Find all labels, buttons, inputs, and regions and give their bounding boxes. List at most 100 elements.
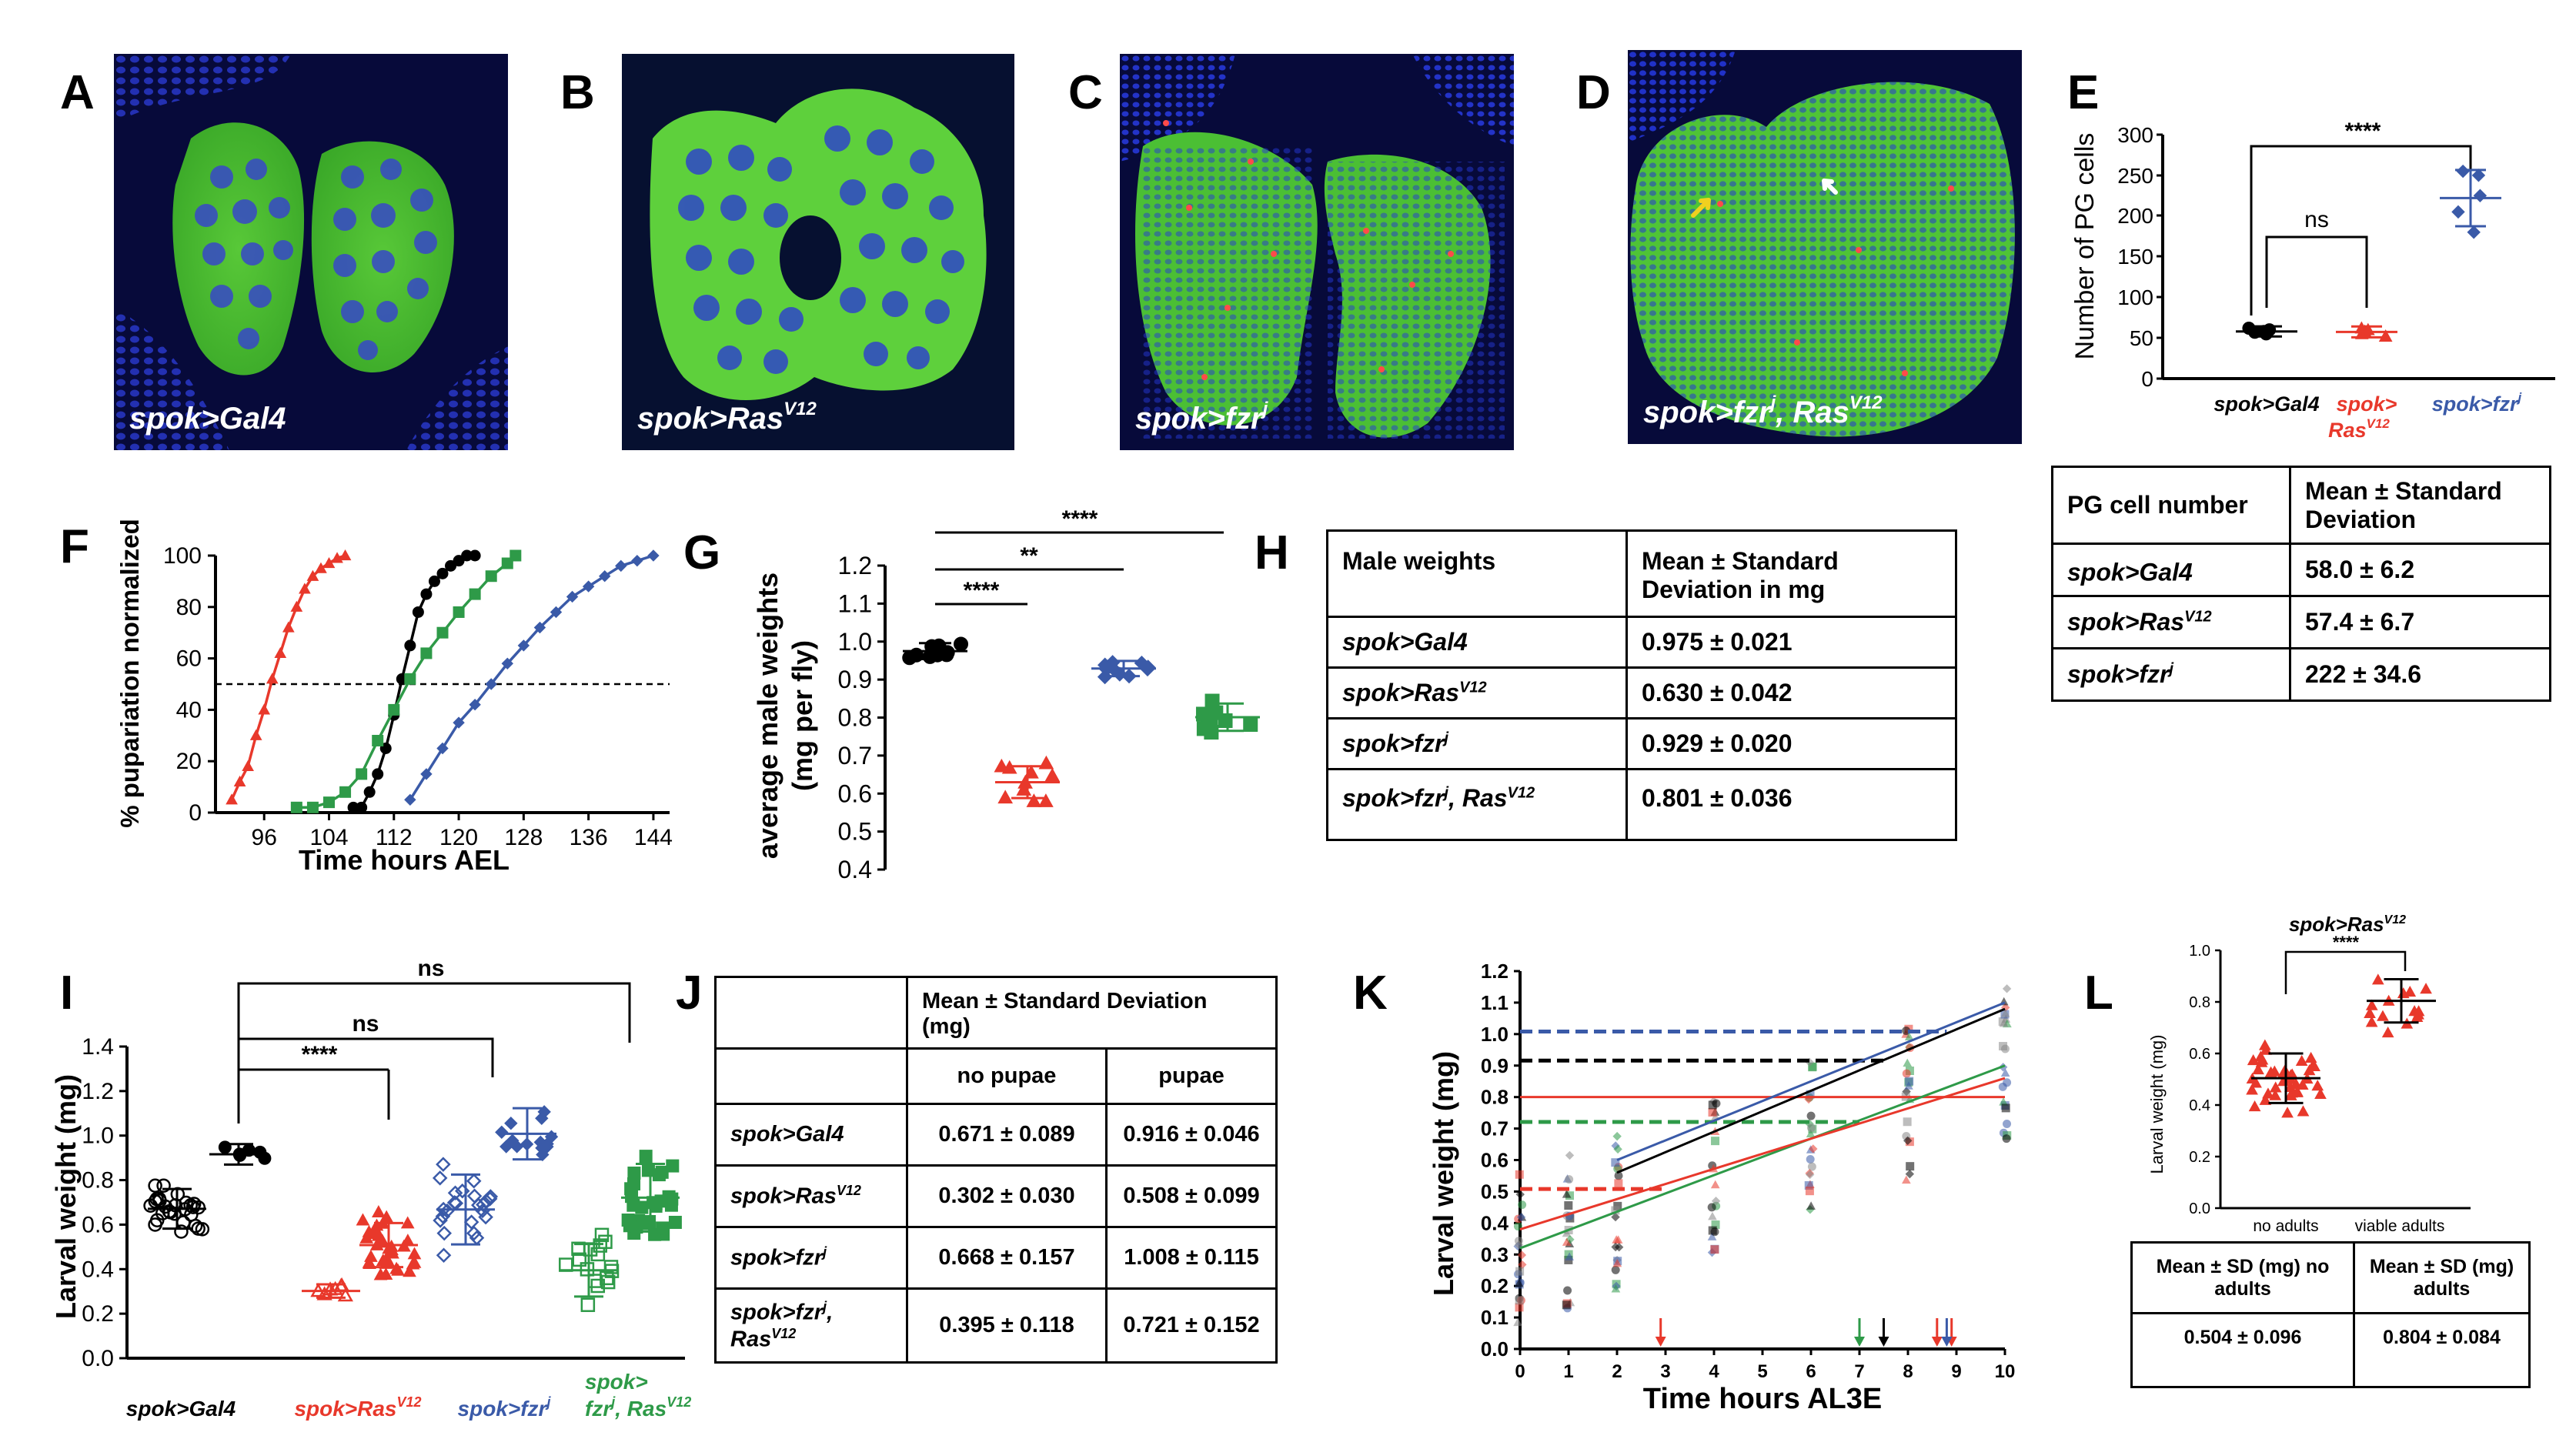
chart-k-xtick: 4 bbox=[1709, 1361, 1719, 1382]
panel-label-b: B bbox=[560, 66, 595, 119]
chart-e-ylabel: Number of PG cells bbox=[2070, 133, 2100, 360]
data-point bbox=[1805, 1187, 1814, 1196]
table-j: Mean ± Standard Deviation (mg) no pupae … bbox=[714, 976, 1278, 1364]
data-point bbox=[299, 583, 311, 594]
data-point bbox=[339, 786, 352, 798]
chart-l-ytick: 1.0 bbox=[2189, 943, 2210, 960]
data-point bbox=[997, 790, 1014, 804]
data-point bbox=[1903, 1058, 1913, 1067]
data-point bbox=[2371, 973, 2384, 985]
data-point bbox=[1565, 1252, 1574, 1260]
data-point bbox=[2471, 169, 2486, 182]
data-point bbox=[372, 1205, 386, 1217]
table-j-row-label: spok>fzrj, RasV12 bbox=[714, 1287, 908, 1364]
data-point bbox=[401, 1234, 415, 1247]
data-point bbox=[615, 559, 627, 573]
chart-l-ytick: 0.0 bbox=[2189, 1200, 2210, 1217]
data-point bbox=[566, 590, 579, 603]
data-point bbox=[1614, 1179, 1623, 1188]
data-point bbox=[195, 1222, 210, 1237]
data-point bbox=[2260, 1043, 2272, 1055]
panel-label-j: J bbox=[676, 967, 703, 1020]
chart-f-ytick: 20 bbox=[176, 749, 202, 774]
data-point bbox=[1044, 767, 1061, 782]
data-point bbox=[2404, 985, 2417, 997]
chart-e-category: RasV12 bbox=[2328, 416, 2390, 442]
data-point bbox=[356, 801, 368, 813]
data-point bbox=[594, 1227, 610, 1243]
data-point bbox=[1904, 1032, 1914, 1041]
chart-k-ytick: 1.1 bbox=[1481, 991, 1509, 1014]
data-point bbox=[1710, 1227, 1719, 1237]
significance-stars: **** bbox=[302, 1042, 338, 1067]
data-point bbox=[582, 580, 595, 593]
data-point bbox=[1806, 1123, 1816, 1133]
micrograph-a-caption: spok>Gal4 bbox=[129, 402, 286, 436]
data-point bbox=[559, 1257, 573, 1272]
data-point bbox=[376, 1254, 390, 1266]
data-point bbox=[1518, 1200, 1527, 1210]
data-point bbox=[1903, 1136, 1913, 1146]
data-point bbox=[226, 793, 238, 805]
data-point bbox=[482, 1191, 498, 1207]
data-point bbox=[466, 1173, 482, 1189]
data-point bbox=[666, 1159, 680, 1173]
data-point bbox=[485, 678, 497, 690]
data-point bbox=[495, 1125, 509, 1140]
data-point bbox=[436, 1201, 451, 1217]
data-point bbox=[463, 1214, 479, 1230]
data-point bbox=[1515, 1303, 1524, 1312]
table-j-subheader: pupae bbox=[1105, 1047, 1278, 1105]
data-point bbox=[2364, 1007, 2376, 1019]
data-point bbox=[1565, 1150, 1575, 1160]
data-point bbox=[356, 768, 368, 780]
table-e-cell: 58.0 ± 6.2 bbox=[2289, 543, 2551, 597]
data-point bbox=[436, 742, 449, 755]
data-point bbox=[1806, 1129, 1816, 1138]
data-point bbox=[510, 549, 522, 562]
table-j-cell: 0.395 ± 0.118 bbox=[906, 1287, 1108, 1364]
table-j-cell: 0.721 ± 0.152 bbox=[1105, 1287, 1278, 1364]
data-point bbox=[435, 1208, 451, 1224]
chart-i-ytick: 1.2 bbox=[82, 1079, 114, 1104]
data-point bbox=[274, 646, 287, 659]
chart-i-ytick: 1.4 bbox=[82, 1034, 114, 1060]
data-point bbox=[1999, 1042, 2008, 1051]
data-point bbox=[2259, 1093, 2272, 1105]
data-point bbox=[517, 639, 530, 652]
data-point bbox=[478, 1209, 493, 1225]
data-point bbox=[1906, 1162, 1915, 1171]
data-point bbox=[1565, 1175, 1574, 1184]
chart-l-ytick: 0.8 bbox=[2189, 994, 2210, 1011]
chart-l-ytick: 0.6 bbox=[2189, 1046, 2210, 1063]
data-point bbox=[1611, 1284, 1621, 1293]
chart-k-xtick: 10 bbox=[1995, 1361, 2016, 1382]
data-point bbox=[433, 1213, 448, 1228]
chart-g: average male weights (mg per fly) 0.4 0.5… bbox=[752, 506, 1260, 883]
chart-i-ytick: 1.0 bbox=[82, 1123, 114, 1149]
data-point bbox=[1708, 1211, 1717, 1220]
data-point bbox=[623, 1219, 636, 1233]
data-point bbox=[469, 549, 481, 562]
data-point bbox=[485, 570, 497, 583]
significance-stars: ** bbox=[1020, 543, 1038, 569]
data-point bbox=[1707, 1203, 1716, 1212]
data-point bbox=[649, 1199, 663, 1213]
micrograph-d-caption: spok>fzrj, RasV12 bbox=[1643, 392, 1883, 429]
data-point bbox=[2255, 1056, 2268, 1067]
panel-label-g: G bbox=[683, 526, 721, 579]
chart-k-ytick: 0.0 bbox=[1481, 1337, 1509, 1361]
data-point bbox=[2002, 984, 2012, 993]
chart-i: Larval weight (mg) 0.0 0.2 0.4 0.6 0.8 1.0 1.2… bbox=[50, 956, 691, 1421]
chart-i-ytick: 0.8 bbox=[82, 1168, 114, 1194]
chart-e-ytick: 150 bbox=[2117, 245, 2153, 269]
table-h-row-label: spok>fzrj, RasV12 bbox=[1326, 768, 1628, 841]
table-l: Mean ± SD (mg) no adults Mean ± SD (mg) … bbox=[2130, 1241, 2531, 1388]
data-point bbox=[639, 1150, 653, 1164]
data-point bbox=[420, 647, 433, 659]
table-l-header: Mean ± SD (mg) no adults bbox=[2130, 1241, 2355, 1314]
data-point bbox=[600, 1274, 616, 1290]
data-point bbox=[404, 639, 416, 652]
data-point bbox=[362, 1255, 376, 1268]
table-e-cell: 57.4 ± 6.7 bbox=[2289, 595, 2551, 649]
